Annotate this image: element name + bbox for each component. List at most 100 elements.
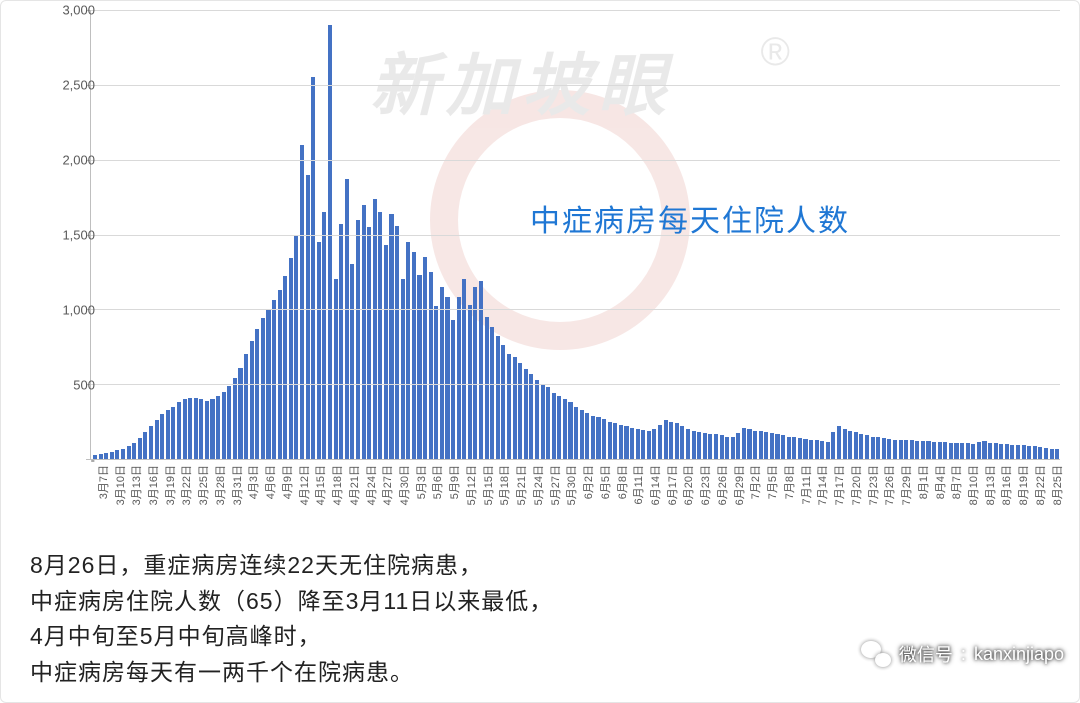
bar [714, 434, 718, 459]
x-label-slot [1051, 465, 1057, 535]
bar [742, 428, 746, 459]
y-axis-label: 2,500 [15, 78, 95, 93]
bar [384, 245, 388, 459]
bar [1027, 446, 1031, 459]
bar [244, 354, 248, 459]
bar [596, 417, 600, 459]
bar [1005, 444, 1009, 459]
bar [524, 369, 528, 459]
y-axis-label: - [15, 453, 95, 468]
wechat-badge: 微信号: kanxinjiapo [861, 641, 1064, 667]
bar [910, 440, 914, 459]
bar [350, 264, 354, 459]
bar [608, 422, 612, 459]
bar [171, 407, 175, 459]
bar [652, 429, 656, 459]
bar [1016, 445, 1020, 459]
bar [775, 434, 779, 459]
bar [278, 290, 282, 459]
bar [272, 300, 276, 459]
bar [798, 438, 802, 459]
bar [507, 354, 511, 459]
bar [311, 77, 315, 459]
bar [865, 435, 869, 459]
bar [233, 378, 237, 459]
bar [675, 423, 679, 459]
bar [871, 437, 875, 459]
bar [971, 444, 975, 459]
bar [451, 320, 455, 459]
bar [283, 276, 287, 459]
bar [876, 437, 880, 459]
bar [921, 441, 925, 459]
bar [367, 227, 371, 459]
bar [356, 220, 360, 459]
bar [462, 279, 466, 459]
bar [938, 442, 942, 459]
bar [764, 432, 768, 459]
bar [982, 441, 986, 459]
bar [966, 443, 970, 459]
bar [535, 380, 539, 459]
grid-line [91, 309, 1060, 310]
bar [1022, 445, 1026, 459]
bar [255, 329, 259, 459]
bar [759, 431, 763, 459]
bar [781, 435, 785, 459]
grid-line [91, 384, 1060, 385]
bar [1055, 449, 1059, 459]
bar [166, 410, 170, 459]
bar [949, 443, 953, 459]
bar [345, 179, 349, 459]
bar [457, 297, 461, 459]
bar [199, 399, 203, 459]
bar [529, 374, 533, 459]
bar [306, 175, 310, 459]
bar [647, 431, 651, 459]
bar [194, 398, 198, 459]
bar [1044, 448, 1048, 459]
bar [664, 420, 668, 459]
bar [1010, 445, 1014, 459]
bar [373, 199, 377, 459]
bar [893, 440, 897, 459]
bar [803, 439, 807, 459]
bar [602, 419, 606, 459]
bar [848, 431, 852, 459]
bar [250, 341, 254, 459]
bar [440, 287, 444, 459]
bar [630, 428, 634, 459]
y-axis-label: 3,000 [15, 3, 95, 18]
bar [328, 25, 332, 459]
bar [787, 437, 791, 459]
bar [636, 429, 640, 459]
bar [132, 443, 136, 459]
bar [954, 443, 958, 459]
y-axis-label: 500 [15, 378, 95, 393]
y-axis-label: 2,000 [15, 153, 95, 168]
bar [736, 433, 740, 459]
bar [552, 393, 556, 459]
bar [770, 433, 774, 459]
bar [490, 327, 494, 459]
bar [680, 426, 684, 459]
grid-line [91, 160, 1060, 161]
bar [429, 272, 433, 459]
bar [708, 434, 712, 459]
bar [317, 242, 321, 459]
bar [815, 440, 819, 459]
bar [115, 450, 119, 459]
bar [932, 442, 936, 459]
bar [216, 396, 220, 459]
bar [899, 440, 903, 459]
bar [887, 439, 891, 459]
bar [401, 279, 405, 459]
bar [445, 297, 449, 459]
bar [496, 336, 500, 459]
bar [943, 442, 947, 459]
bar [557, 396, 561, 459]
bar [417, 275, 421, 459]
bar [300, 145, 304, 459]
bar [692, 431, 696, 459]
bar [669, 422, 673, 459]
